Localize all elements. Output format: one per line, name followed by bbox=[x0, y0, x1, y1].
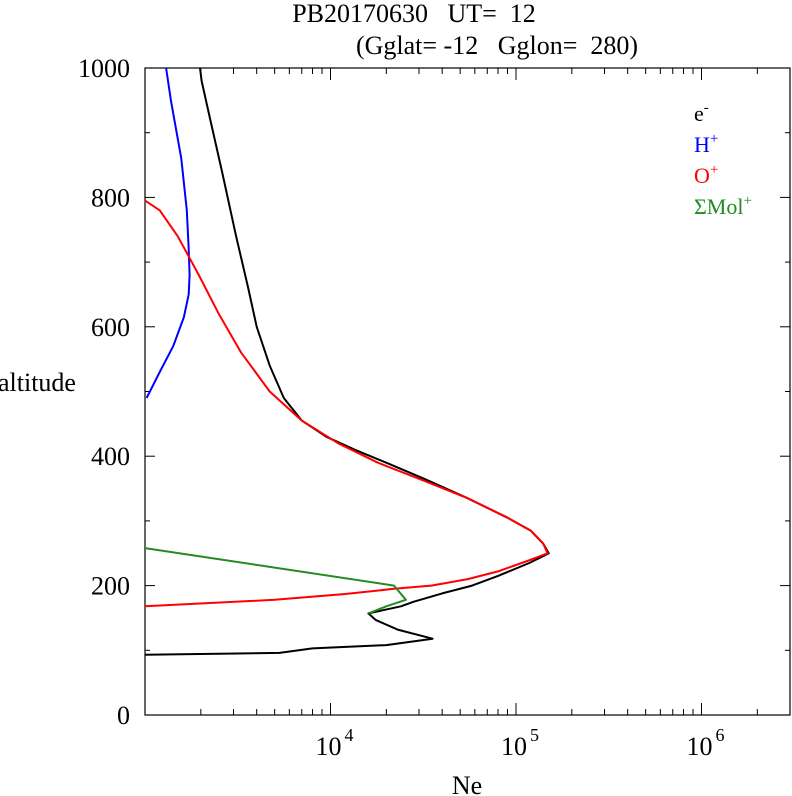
y-axis-label: altitude bbox=[0, 368, 76, 397]
series-line-mol bbox=[144, 547, 407, 615]
chart-title-line1: PB20170630 UT= 12 bbox=[292, 0, 536, 28]
x-tick-label: 10 bbox=[315, 732, 341, 761]
x-tick-label: 10 bbox=[686, 732, 712, 761]
y-tick-label: 0 bbox=[117, 701, 130, 730]
series-line-h bbox=[145, 67, 191, 399]
x-tick-labels: 10 4 10 5 10 6 bbox=[315, 725, 724, 761]
y-tick-label: 800 bbox=[91, 183, 130, 212]
y-tick-label: 1000 bbox=[78, 54, 130, 83]
legend-item: O+ bbox=[694, 162, 718, 188]
series-line-e bbox=[144, 67, 550, 656]
x-tick-label: 10 bbox=[501, 732, 527, 761]
y-tick-label: 600 bbox=[91, 313, 130, 342]
legend-item: H+ bbox=[694, 131, 718, 157]
x-axis-label: Ne bbox=[452, 771, 482, 796]
y-tick-label: 400 bbox=[91, 442, 130, 471]
series-layer bbox=[144, 67, 550, 656]
legend-item: ΣMol+ bbox=[694, 193, 752, 219]
legend-item: e- bbox=[694, 100, 709, 126]
x-tick-label-exponent: 4 bbox=[344, 725, 353, 745]
chart-title-line2: (Gglat= -12 Gglon= 280) bbox=[356, 31, 638, 60]
legend: e- H+ O+ ΣMol+ bbox=[694, 100, 752, 219]
axis-ticks bbox=[144, 67, 791, 716]
y-tick-label: 200 bbox=[91, 572, 130, 601]
x-tick-label-exponent: 5 bbox=[530, 725, 539, 745]
series-line-o bbox=[144, 199, 549, 608]
y-tick-labels: 0 200 400 600 800 1000 bbox=[78, 54, 130, 730]
x-tick-label-exponent: 6 bbox=[715, 725, 724, 745]
